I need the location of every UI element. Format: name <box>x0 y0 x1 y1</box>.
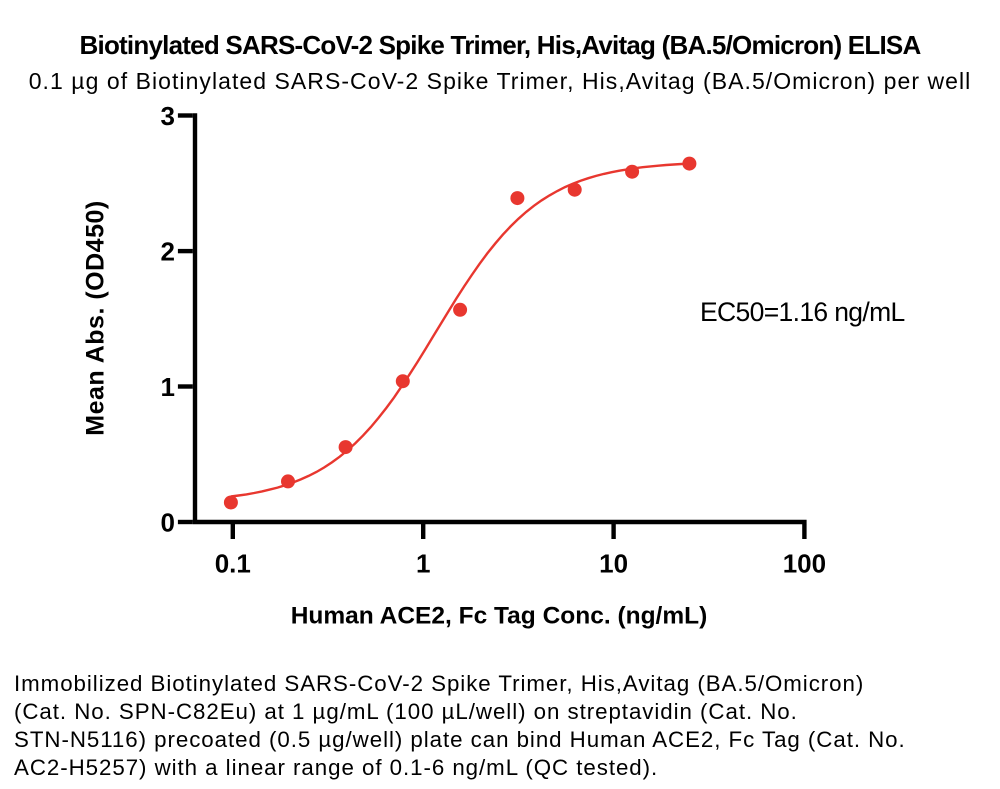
svg-text:3: 3 <box>161 101 175 131</box>
svg-text:Mean Abs. (OD450): Mean Abs. (OD450) <box>82 200 110 435</box>
svg-text:0.1: 0.1 <box>215 548 251 578</box>
svg-text:10: 10 <box>599 548 628 578</box>
svg-text:2: 2 <box>161 237 175 267</box>
svg-text:100: 100 <box>783 548 826 578</box>
svg-text:Human ACE2, Fc Tag Conc. (ng/m: Human ACE2, Fc Tag Conc. (ng/mL) <box>291 603 708 630</box>
svg-text:0: 0 <box>161 508 175 538</box>
svg-text:1: 1 <box>161 372 175 402</box>
svg-text:1: 1 <box>416 548 430 578</box>
